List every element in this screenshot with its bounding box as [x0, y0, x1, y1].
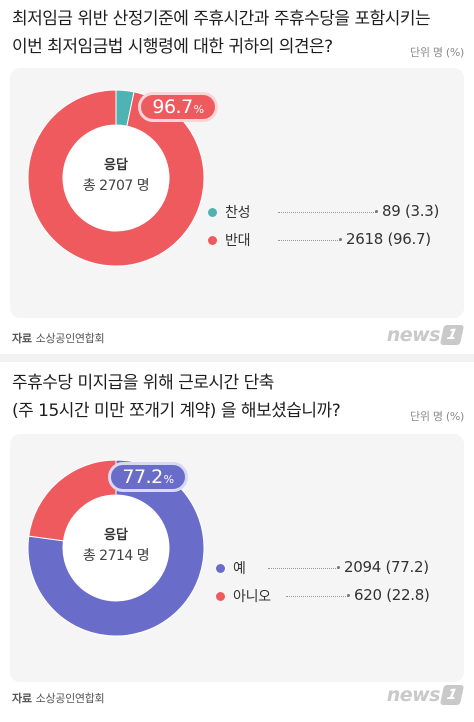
donut-center: 응답 총 2707 명 — [56, 154, 176, 195]
unit-label: 단위 명 (%) — [410, 410, 464, 423]
logo-mark: 1 — [439, 685, 465, 705]
leader-line — [278, 212, 376, 213]
donut-slice-아니오 — [28, 459, 117, 542]
percent-callout: 77.2% — [108, 462, 188, 492]
legend-item: 예 — [216, 558, 246, 578]
center-response-label: 응답 — [104, 158, 128, 173]
legend-label: 아니오 — [233, 589, 271, 605]
logo-text: news — [386, 684, 441, 706]
center-total: 총 2707 명 — [82, 178, 150, 194]
legend-label: 예 — [233, 561, 246, 577]
legend-dot-teal — [208, 207, 217, 217]
leader-dot — [337, 566, 340, 569]
news1-logo: news 1 — [386, 324, 465, 346]
source-note: 자료 소상공인연합회 — [12, 690, 105, 706]
legend-label: 반대 — [225, 233, 251, 249]
legend-item: 반대 — [208, 230, 250, 250]
logo-mark: 1 — [439, 325, 465, 345]
unit-label: 단위 명 (%) — [410, 46, 464, 59]
center-total: 총 2714 명 — [82, 548, 150, 564]
leader-line — [286, 596, 348, 597]
source-label: 자료 — [12, 692, 32, 705]
panel-divider — [0, 354, 474, 362]
survey-panel-1: 최저임금 위반 산정기준에 주휴시간과 주휴수당을 포함시키는 이번 최저임금법… — [0, 0, 474, 354]
survey-panel-2: 주휴수당 미지급을 위해 근로시간 단축 (주 15시간 미만 쪼개기 계약) … — [0, 354, 474, 722]
callout-unit: % — [193, 102, 204, 116]
legend-label: 찬성 — [225, 205, 251, 221]
legend-item: 찬성 — [208, 202, 250, 222]
legend-dot-red — [216, 591, 225, 601]
source-name: 소상공인연합회 — [35, 692, 105, 705]
source-name: 소상공인연합회 — [35, 332, 105, 345]
question-title-line1: 최저임금 위반 산정기준에 주휴시간과 주휴수당을 포함시키는 — [12, 9, 431, 29]
news1-logo: news 1 — [386, 684, 465, 706]
legend-value: 2618 (96.7) — [346, 230, 431, 248]
legend-value: 89 (3.3) — [382, 202, 440, 220]
leader-line — [278, 240, 340, 241]
leader-dot — [339, 238, 342, 241]
leader-dot — [347, 594, 350, 597]
legend-value: 620 (22.8) — [354, 586, 430, 604]
callout-unit: % — [163, 472, 174, 486]
callout-value: 96.7 — [152, 96, 193, 118]
donut-center: 응답 총 2714 명 — [56, 524, 176, 565]
donut-hole — [63, 495, 169, 601]
chart-card: 응답 총 2707 명 96.7% 찬성 89 (3.3) 반대 2618 (9… — [10, 68, 464, 318]
question-title-line2: 이번 최저임금법 시행령에 대한 귀하의 의견은? — [12, 37, 333, 57]
legend-dot-red — [208, 235, 217, 245]
source-note: 자료 소상공인연합회 — [12, 330, 105, 346]
question-title-line1: 주휴수당 미지급을 위해 근로시간 단축 — [12, 373, 274, 393]
legend-item: 아니오 — [216, 586, 271, 606]
question-title-line2: (주 15시간 미만 쪼개기 계약) 을 해보셨습니까? — [12, 401, 341, 421]
leader-line — [268, 568, 338, 569]
chart-card: 응답 총 2714 명 77.2% 예 2094 (77.2) 아니오 620 … — [10, 434, 464, 682]
source-label: 자료 — [12, 332, 32, 345]
donut-chart — [27, 459, 205, 637]
legend-value: 2094 (77.2) — [344, 558, 429, 576]
leader-dot — [375, 210, 378, 213]
percent-callout: 96.7% — [138, 92, 218, 122]
logo-text: news — [386, 324, 441, 346]
center-response-label: 응답 — [104, 528, 128, 543]
legend-dot-blue — [216, 563, 225, 573]
callout-value: 77.2 — [122, 466, 163, 488]
donut-hole — [63, 125, 169, 231]
donut-chart — [27, 89, 205, 267]
